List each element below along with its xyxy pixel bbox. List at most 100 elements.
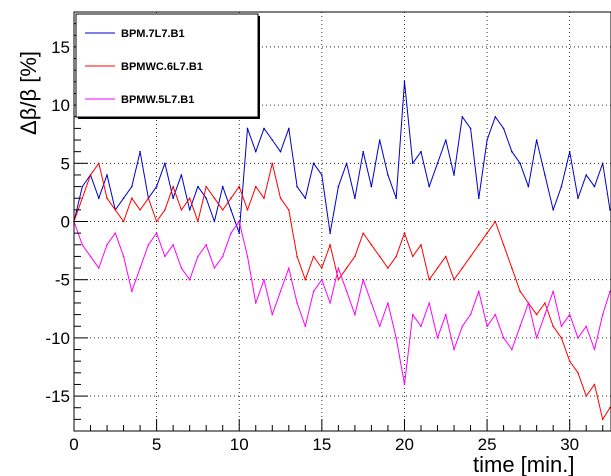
- series-0-point-4: [106, 174, 108, 176]
- series-0-point-16: [205, 197, 207, 200]
- series-1-point-14: [188, 197, 191, 200]
- series-1-point-47: [461, 267, 464, 269]
- series-1-point-26: [288, 209, 290, 211]
- series-0-point-3: [97, 197, 100, 200]
- series-0-point-64: [601, 162, 604, 165]
- series-2-point-21: [246, 255, 249, 258]
- series-1-point-6: [122, 220, 125, 223]
- series-2-point-9: [147, 243, 150, 246]
- series-1-point-13: [180, 209, 183, 211]
- series-1-point-40: [403, 232, 406, 234]
- series-2-point-36: [370, 302, 373, 304]
- series-2-point-52: [502, 337, 505, 339]
- x-tick-label-4: 20: [395, 435, 414, 454]
- series-2-point-44: [436, 337, 439, 339]
- series-0-point-24: [271, 139, 274, 141]
- series-1-point-10: [155, 220, 158, 223]
- series-2-point-50: [486, 325, 488, 328]
- series-2-point-23: [263, 278, 265, 281]
- series-1-point-22: [254, 185, 257, 188]
- legend: BPM.7L7.B1 BPMWC.6L7.B1 BPMW.5L7.B1: [75, 13, 260, 119]
- legend-label-1: BPMWC.6L7.B1: [121, 61, 203, 73]
- series-1-point-56: [535, 313, 538, 316]
- series-1-point-20: [238, 185, 241, 188]
- series-1-point-5: [114, 209, 117, 211]
- y-tick-label-1: -10: [45, 329, 70, 348]
- series-2-point-17: [213, 267, 216, 269]
- series-2-point-64: [601, 313, 604, 316]
- series-1-point-8: [139, 209, 141, 211]
- legend-shadow-right: [258, 16, 260, 119]
- series-2-point-59: [560, 325, 563, 328]
- series-1-point-48: [469, 255, 472, 258]
- series-2-point-53: [511, 348, 513, 351]
- series-1-point-46: [453, 278, 455, 281]
- series-1-point-31: [329, 243, 331, 246]
- series-2-point-56: [535, 337, 538, 339]
- series-2-point-47: [461, 325, 464, 328]
- series-line-1: [73, 162, 611, 420]
- series-2-point-34: [354, 313, 356, 316]
- x-tick-label-6: 30: [560, 435, 579, 454]
- series-1-point-50: [486, 232, 488, 234]
- series-1-point-65: [609, 406, 611, 409]
- series-0-point-6: [122, 197, 125, 200]
- y-tick-label-6: 15: [51, 38, 70, 57]
- series-2-point-4: [106, 243, 108, 246]
- series-2-point-51: [494, 313, 497, 316]
- series-2-point-19: [230, 232, 232, 234]
- series-1-point-29: [312, 255, 315, 258]
- series-2-point-62: [585, 325, 588, 328]
- series-0-point-51: [494, 115, 497, 118]
- series-2-point-31: [329, 302, 331, 304]
- series-1-point-2: [89, 174, 92, 176]
- series-2-point-40: [403, 383, 406, 386]
- series-1-point-30: [321, 267, 323, 269]
- series-2-point-25: [279, 290, 282, 293]
- series-2-point-46: [453, 348, 455, 351]
- series-1-point-63: [593, 383, 596, 386]
- series-2-point-45: [444, 313, 447, 316]
- series-1-point-24: [271, 162, 274, 165]
- series-1-point-7: [131, 197, 133, 200]
- series-2-point-24: [271, 313, 274, 316]
- series-0-point-31: [329, 232, 331, 234]
- series-0-point-36: [370, 185, 373, 188]
- series-1-point-35: [362, 232, 364, 234]
- series-2-point-43: [428, 302, 431, 304]
- y-tick-label-5: 10: [51, 96, 70, 115]
- series-2-point-5: [114, 232, 117, 234]
- series-2-point-7: [131, 290, 133, 293]
- series-0-point-40: [403, 81, 406, 83]
- series-line-2: [73, 221, 611, 385]
- series-1-point-15: [197, 220, 199, 223]
- series-2-point-20: [238, 220, 241, 223]
- y-tick-label-2: -5: [55, 271, 70, 290]
- series-0-point-53: [511, 150, 513, 153]
- series-0-point-52: [502, 127, 505, 130]
- series-1-point-60: [568, 360, 571, 362]
- series-2-point-29: [312, 290, 315, 293]
- series-2-point-10: [155, 232, 158, 234]
- legend-label-2: BPMW.5L7.B1: [121, 94, 194, 106]
- legend-label-0: BPM.7L7.B1: [121, 28, 185, 40]
- series-0-point-27: [296, 185, 298, 188]
- series-1-point-54: [519, 290, 521, 293]
- series-0-point-49: [478, 197, 480, 200]
- y-tick-label-4: 5: [61, 154, 70, 173]
- series-0-point-21: [246, 127, 249, 130]
- series-0-point-10: [155, 185, 158, 188]
- series-0-point-20: [238, 232, 241, 234]
- series-1-point-42: [420, 243, 422, 246]
- series-2-point-32: [337, 267, 340, 269]
- series-0-point-42: [420, 150, 422, 153]
- series-2-point-28: [304, 325, 307, 328]
- series-2-point-35: [362, 278, 364, 281]
- series-2-point-26: [288, 267, 290, 269]
- series-1-point-32: [337, 278, 340, 281]
- series-1-point-57: [544, 302, 546, 304]
- series-2-point-54: [519, 325, 521, 328]
- series-0-point-13: [180, 174, 183, 176]
- ticks: 0 5 10 15 20 25 30 -15 -10 -5 0 5 10 15: [45, 11, 604, 454]
- series-0-point-43: [428, 185, 431, 188]
